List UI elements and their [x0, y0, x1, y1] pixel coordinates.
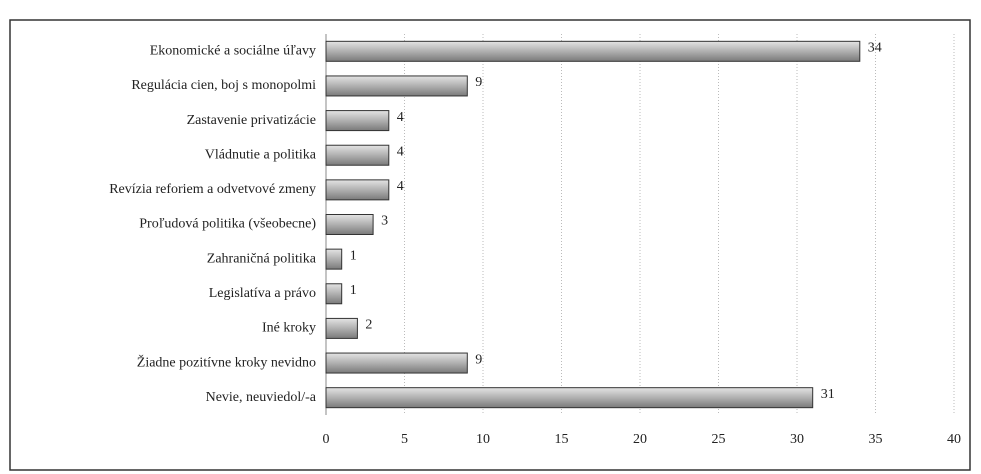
data-label: 1	[350, 248, 357, 263]
x-tick-label: 15	[555, 432, 569, 447]
data-label: 34	[868, 41, 882, 56]
data-label: 2	[365, 318, 372, 333]
y-tick-label: Revízia reforiem a odvetvové zmeny	[109, 182, 316, 197]
x-tick-label: 30	[790, 432, 804, 447]
bar	[325, 283, 343, 305]
y-tick-label: Ekonomické a sociálne úľavy	[150, 44, 316, 59]
chart-frame	[9, 19, 971, 471]
y-tick-label: Žiadne pozitívne kroky nevidno	[137, 353, 316, 370]
y-tick-label: Zahraničná politika	[207, 251, 317, 266]
bar	[325, 110, 390, 132]
y-tick-label: Vládnutie a politika	[205, 147, 317, 162]
y-tick-label: Legislatíva a právo	[209, 286, 316, 301]
data-label: 4	[397, 110, 404, 125]
bar	[325, 317, 358, 339]
data-label: 9	[475, 352, 482, 367]
bar	[325, 40, 861, 62]
y-tick-label: Regulácia cien, boj s monopolmi	[131, 78, 316, 93]
data-label: 4	[397, 144, 404, 159]
x-tick-label: 40	[947, 432, 961, 447]
y-tick-label: Nevie, neuviedol/-a	[206, 390, 317, 405]
bar	[325, 352, 468, 374]
data-label: 1	[350, 283, 357, 298]
data-label: 31	[821, 387, 835, 402]
x-tick-label: 20	[633, 432, 647, 447]
bar	[325, 214, 374, 235]
y-tick-label: Proľudová politika (všeobecne)	[139, 217, 316, 232]
bar	[325, 248, 343, 270]
x-tick-label: 0	[323, 432, 330, 447]
data-label: 4	[397, 179, 404, 194]
x-tick-label: 25	[712, 432, 726, 447]
y-tick-label: Iné kroky	[262, 321, 316, 336]
data-label: 9	[475, 75, 482, 90]
x-tick-label: 35	[869, 432, 883, 447]
y-tick-label: Zastavenie privatizácie	[187, 113, 316, 128]
bar	[325, 144, 390, 166]
x-tick-label: 10	[476, 432, 490, 447]
data-label: 3	[381, 214, 388, 229]
bar	[325, 387, 814, 409]
bar	[325, 75, 468, 97]
x-tick-label: 5	[401, 432, 408, 447]
bar	[325, 179, 390, 201]
